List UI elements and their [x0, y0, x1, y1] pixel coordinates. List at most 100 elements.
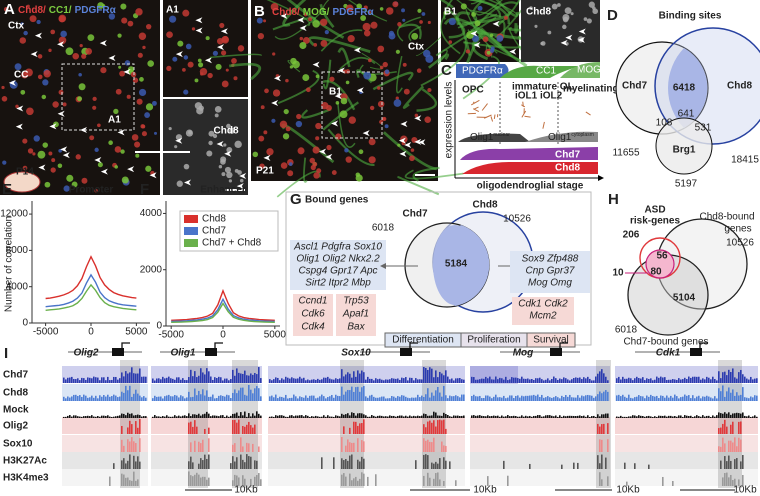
signal — [457, 415, 459, 418]
set-label: genes — [724, 224, 751, 235]
signal — [652, 416, 654, 418]
signal — [704, 396, 706, 401]
cell — [183, 89, 189, 95]
cell — [259, 163, 265, 169]
signal — [363, 441, 365, 452]
signal — [111, 379, 113, 383]
signal — [93, 416, 95, 418]
cell — [208, 130, 215, 137]
signal — [654, 379, 656, 383]
arrow — [30, 51, 38, 58]
cell — [120, 149, 125, 154]
signal — [583, 396, 585, 401]
signal — [277, 377, 279, 383]
signal — [684, 377, 686, 383]
signal — [626, 416, 628, 418]
signal — [123, 376, 125, 383]
cell — [557, 3, 561, 7]
signal — [393, 415, 395, 418]
signal — [178, 377, 180, 383]
signal — [453, 415, 455, 418]
signal — [437, 377, 439, 383]
track-bg — [470, 417, 610, 434]
signal — [131, 367, 133, 383]
signal — [287, 377, 289, 383]
legend-label: Chd7 — [202, 226, 226, 237]
signal — [210, 416, 212, 418]
signal — [690, 415, 692, 418]
signal — [535, 378, 537, 383]
gene-list: Mcm2 — [529, 311, 557, 322]
signal — [533, 394, 535, 401]
signal — [190, 369, 192, 383]
cell — [331, 170, 337, 175]
arrow — [362, 130, 370, 137]
signal — [497, 415, 499, 418]
signal — [557, 397, 559, 401]
signal — [145, 397, 147, 401]
signal — [736, 378, 738, 383]
signal — [260, 396, 262, 401]
cell — [356, 3, 362, 9]
cell — [37, 74, 43, 80]
expression-band — [460, 147, 598, 160]
signal — [427, 455, 429, 469]
gene-list: Sox9 Zfp488 — [522, 254, 579, 265]
cell — [108, 13, 116, 20]
signal — [297, 378, 299, 383]
signal — [603, 391, 605, 401]
signal — [417, 415, 419, 418]
signal — [445, 395, 447, 401]
signal — [123, 458, 125, 469]
cell — [263, 130, 268, 135]
y-axis-label: Number of correlation — [4, 216, 15, 312]
signal — [521, 376, 523, 383]
signal — [601, 369, 603, 383]
signal — [67, 377, 69, 383]
cell — [368, 156, 376, 164]
cell — [320, 18, 328, 27]
signal — [479, 379, 481, 383]
cell — [233, 76, 238, 81]
signal — [363, 372, 365, 383]
fiber — [274, 9, 325, 40]
signal — [206, 411, 208, 418]
signal — [483, 416, 485, 418]
signal — [742, 455, 744, 469]
signal — [297, 415, 299, 418]
fiber — [475, 28, 528, 68]
signal — [479, 415, 481, 418]
panel-letter: D — [607, 7, 618, 24]
signal — [634, 415, 636, 418]
signal — [349, 373, 351, 383]
signal — [511, 395, 513, 401]
signal — [103, 415, 105, 418]
signal — [533, 379, 535, 383]
signal — [367, 416, 369, 418]
fiber — [276, 170, 321, 198]
signal — [459, 378, 461, 383]
cell — [503, 15, 509, 20]
signal — [682, 416, 684, 418]
signal — [202, 389, 204, 401]
signal — [81, 396, 83, 401]
arrow — [224, 150, 232, 157]
signal — [690, 398, 692, 401]
arrow — [123, 68, 131, 75]
signal — [208, 371, 210, 383]
signal — [591, 416, 593, 418]
signal — [299, 415, 301, 418]
cell — [226, 171, 233, 179]
signal — [431, 415, 433, 418]
signal — [103, 395, 105, 401]
signal — [343, 473, 345, 486]
signal — [407, 416, 409, 418]
signal — [125, 477, 127, 486]
set-total: 11655 — [612, 148, 640, 159]
signal — [607, 413, 609, 418]
signal — [234, 461, 236, 469]
age-label: P21 — [256, 166, 274, 177]
cell — [312, 146, 320, 154]
cell — [313, 172, 320, 179]
signal — [734, 377, 736, 383]
